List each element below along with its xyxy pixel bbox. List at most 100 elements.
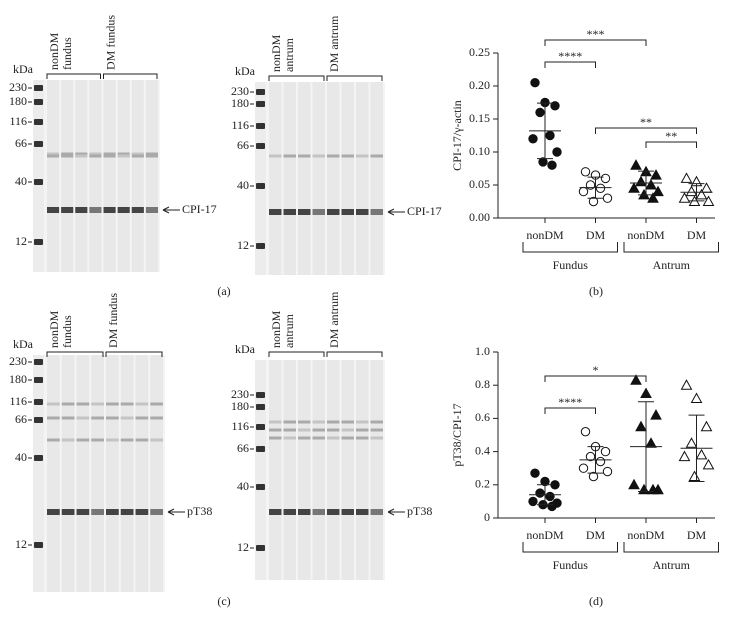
marker-label: 116: [231, 419, 249, 433]
lane: [298, 82, 311, 275]
data-point: [585, 451, 596, 462]
ladder-band: [34, 377, 43, 383]
data-point: [528, 134, 538, 144]
lane: [283, 82, 296, 275]
x-tick-label: nonDM: [526, 228, 564, 242]
ladder-band: [34, 179, 43, 185]
band: [61, 402, 75, 406]
group-bracket: [326, 75, 383, 81]
lane: [370, 82, 383, 275]
target-band: [327, 509, 340, 515]
ladder-band: [34, 119, 43, 125]
data-point: [647, 192, 659, 203]
error-bar: [537, 484, 553, 506]
data-point: [630, 159, 642, 170]
target-band: [103, 207, 116, 213]
marker-label: 180: [231, 399, 249, 413]
data-point: [588, 471, 599, 482]
band: [150, 402, 163, 406]
group-label: fundus: [60, 37, 74, 70]
target-band: [341, 209, 354, 215]
data-point: [635, 175, 647, 187]
target-band: [312, 209, 325, 215]
marker-label: 230: [9, 80, 27, 94]
ladder-band: [34, 141, 43, 147]
target-band: [298, 509, 311, 515]
band: [298, 420, 311, 424]
y-tick-label: 0.00: [469, 210, 490, 224]
lane: [269, 82, 282, 275]
x-tick-label: nonDM: [627, 528, 665, 542]
ladder-band: [34, 239, 43, 245]
group-label: nonDM: [47, 32, 61, 70]
lane: [75, 80, 88, 272]
band: [327, 436, 340, 440]
lane: [145, 80, 158, 272]
data-point: [640, 387, 652, 398]
band: [89, 154, 102, 158]
band: [269, 154, 282, 158]
band: [341, 436, 354, 440]
band: [312, 154, 325, 158]
lane: [61, 355, 75, 592]
target-band: [135, 509, 149, 515]
lane: [91, 355, 104, 592]
marker-label: 230: [231, 387, 249, 401]
band: [145, 152, 158, 156]
group-label: Fundus: [553, 258, 589, 272]
lane: [298, 360, 311, 580]
target-band: [117, 207, 130, 213]
data-point: [638, 483, 650, 495]
data-point: [588, 196, 599, 207]
ladder-band: [256, 183, 265, 189]
target-band: [145, 207, 158, 213]
band: [75, 152, 88, 156]
panel-label: (a): [217, 284, 230, 298]
data-point: [578, 463, 589, 473]
unit-label: kDa: [235, 64, 256, 78]
marker-label: 230: [9, 354, 27, 368]
band: [61, 438, 75, 442]
band: [47, 416, 60, 420]
band: [341, 154, 354, 158]
marker-label: 230: [231, 84, 249, 98]
band: [117, 154, 130, 158]
target-label: pT38: [407, 504, 432, 518]
data-point: [635, 420, 647, 432]
band: [327, 428, 340, 432]
error-bar: [638, 401, 654, 492]
marker-label: 66: [237, 138, 249, 152]
band: [327, 420, 340, 424]
band: [269, 420, 282, 424]
group-bracket: [326, 351, 383, 357]
marker-label: 180: [9, 94, 27, 108]
significance-label: ***: [587, 27, 605, 41]
target-label: CPI-17: [182, 202, 217, 216]
unit-label: kDa: [13, 62, 34, 76]
ladder-band: [256, 143, 265, 149]
band: [47, 438, 60, 442]
target-band: [356, 509, 369, 515]
ladder-band: [34, 99, 43, 105]
lane: [341, 82, 354, 275]
data-point: [702, 458, 715, 470]
data-point: [702, 195, 715, 206]
y-tick-label: 0.10: [469, 144, 490, 158]
group-label: DM antrum: [327, 291, 341, 348]
target-band: [131, 207, 144, 213]
group-bracket: [268, 75, 325, 81]
band: [370, 436, 383, 440]
band: [370, 428, 383, 432]
band: [76, 416, 90, 420]
group-label: Fundus: [553, 558, 589, 572]
marker-label: 12: [15, 537, 27, 551]
band: [312, 436, 325, 440]
data-point: [678, 450, 691, 462]
ladder-band: [256, 89, 265, 95]
data-point: [688, 470, 701, 481]
unit-label: kDa: [235, 342, 256, 356]
band: [47, 152, 60, 156]
significance-bracket: [544, 407, 596, 414]
target-band: [89, 207, 102, 213]
ladder-band: [256, 446, 265, 452]
